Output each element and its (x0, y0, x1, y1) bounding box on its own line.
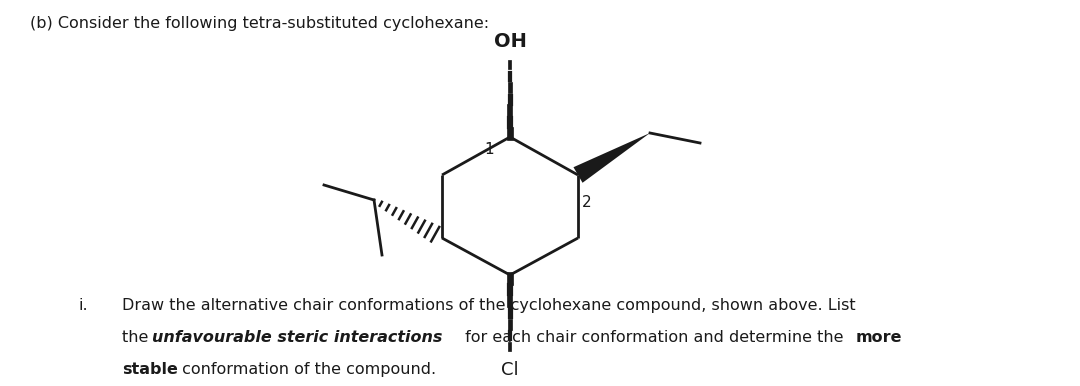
Text: stable: stable (122, 362, 178, 377)
Text: i.: i. (78, 298, 87, 313)
Text: (b) Consider the following tetra-substituted cyclohexane:: (b) Consider the following tetra-substit… (30, 16, 489, 31)
Text: Cl: Cl (501, 361, 518, 379)
Text: OH: OH (494, 32, 526, 51)
Text: more: more (856, 330, 903, 345)
Text: the: the (122, 330, 153, 345)
Text: for each chair conformation and determine the: for each chair conformation and determin… (460, 330, 849, 345)
Text: conformation of the compound.: conformation of the compound. (177, 362, 436, 377)
Polygon shape (573, 133, 650, 183)
Text: unfavourable steric interactions: unfavourable steric interactions (152, 330, 443, 345)
Text: 1: 1 (484, 142, 494, 157)
Text: Draw the alternative chair conformations of the cyclohexane compound, shown abov: Draw the alternative chair conformations… (122, 298, 855, 313)
Text: 2: 2 (582, 195, 592, 210)
